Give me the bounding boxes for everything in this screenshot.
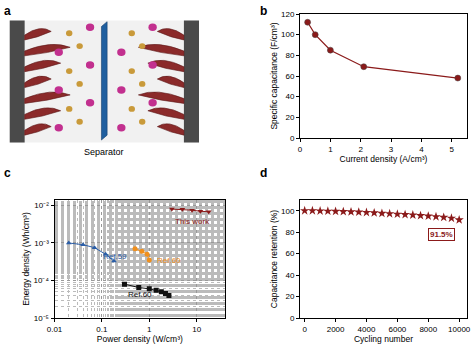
svg-text:3: 3: [389, 145, 394, 154]
svg-text:Specific capacitance (F/cm³): Specific capacitance (F/cm³): [269, 22, 279, 129]
svg-text:20: 20: [286, 113, 295, 122]
svg-text:Energy density (Wh/cm³): Energy density (Wh/cm³): [21, 212, 31, 306]
svg-text:5: 5: [449, 145, 454, 154]
svg-text:120: 120: [281, 10, 295, 19]
svg-text:100: 100: [281, 207, 295, 216]
svg-text:1: 1: [328, 145, 333, 154]
svg-text:0.01: 0.01: [47, 325, 63, 334]
svg-text:10⁻³: 10⁻³: [34, 239, 49, 248]
svg-text:6000: 6000: [388, 325, 406, 334]
svg-text:100: 100: [281, 30, 295, 39]
svg-text:0: 0: [298, 145, 303, 154]
svg-text:Current density (A/cm³): Current density (A/cm³): [340, 154, 428, 164]
svg-text:91.5%: 91.5%: [430, 230, 453, 239]
svg-text:40: 40: [286, 92, 295, 101]
svg-text:40: 40: [286, 271, 295, 280]
svg-text:60: 60: [286, 249, 295, 258]
svg-text:4000: 4000: [358, 325, 376, 334]
svg-text:10⁻⁵: 10⁻⁵: [34, 314, 49, 323]
svg-text:0: 0: [290, 314, 295, 323]
svg-text:Power density (W/cm³): Power density (W/cm³): [97, 334, 183, 344]
svg-text:20: 20: [286, 292, 295, 301]
svg-text:2: 2: [358, 145, 363, 154]
svg-text:8000: 8000: [419, 325, 437, 334]
svg-text:10000: 10000: [448, 325, 471, 334]
svg-text:10⁻⁴: 10⁻⁴: [34, 276, 50, 285]
svg-text:80: 80: [286, 51, 295, 60]
svg-text:Ref.60: Ref.60: [128, 290, 152, 299]
svg-text:b: b: [260, 4, 267, 18]
svg-text:a: a: [4, 4, 11, 18]
svg-text:2000: 2000: [327, 325, 345, 334]
svg-text:0.1: 0.1: [96, 325, 108, 334]
svg-text:c: c: [4, 166, 11, 180]
svg-text:Separator: Separator: [84, 147, 124, 157]
svg-text:0: 0: [302, 325, 307, 334]
svg-text:10⁻²: 10⁻²: [34, 201, 49, 210]
svg-text:Capacitance retention (%): Capacitance retention (%): [269, 210, 279, 308]
svg-text:4: 4: [419, 145, 424, 154]
svg-text:80: 80: [286, 228, 295, 237]
svg-text:10: 10: [192, 325, 201, 334]
svg-text:1: 1: [147, 325, 152, 334]
svg-text:d: d: [260, 166, 267, 180]
svg-text:60: 60: [286, 72, 295, 81]
svg-text:This work: This work: [175, 217, 210, 226]
svg-text:Ref.59: Ref.59: [103, 252, 127, 261]
svg-text:Ref.60: Ref.60: [157, 256, 181, 265]
svg-text:Cycling number: Cycling number: [354, 334, 413, 344]
svg-text:0: 0: [290, 134, 295, 143]
